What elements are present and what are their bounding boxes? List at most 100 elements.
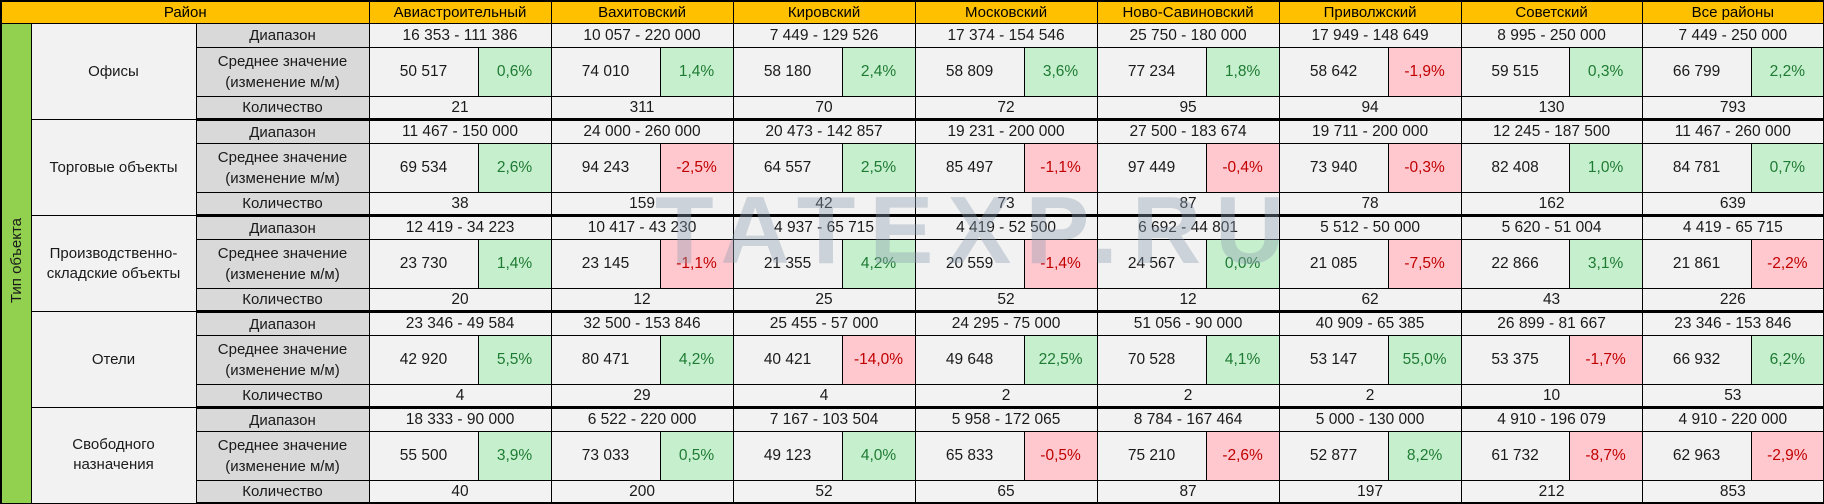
count-cell: 62 — [1278, 288, 1462, 313]
range-cell: 17 949 - 148 649 — [1278, 23, 1462, 48]
header-row: Район Авиастроительный Вахитовский Киров… — [0, 0, 1824, 24]
change-percent-cell: -2,6% — [1205, 431, 1280, 481]
average-value-cell: 84 781 — [1641, 143, 1752, 193]
average-value-cell: 42 920 — [368, 335, 479, 385]
change-percent-cell: -1,1% — [1023, 143, 1098, 193]
average-value-cell: 53 147 — [1278, 335, 1389, 385]
column-header-district-sovetsky: Советский — [1460, 0, 1643, 24]
average-value-cell: 21 861 — [1641, 239, 1752, 289]
row-label-average-line2: (изменение м/м) — [225, 266, 340, 283]
count-cell: 2 — [1096, 384, 1280, 409]
count-cell: 793 — [1641, 96, 1824, 121]
average-value-cell: 62 963 — [1641, 431, 1752, 481]
count-row: Количество 38 159 42 73 87 78 162 639 — [1, 192, 1824, 217]
average-value-cell: 82 408 — [1460, 143, 1570, 193]
row-label-average-line1: Среднее значение — [217, 245, 348, 262]
range-cell: 10 417 - 43 230 — [550, 215, 734, 240]
change-percent-cell: 0,6% — [477, 47, 552, 97]
range-cell: 51 056 - 90 000 — [1096, 311, 1280, 336]
change-percent-cell: -1,1% — [659, 239, 734, 289]
range-cell: 4 910 - 220 000 — [1641, 407, 1824, 432]
object-type-name-cell: Производственно-складские объекты — [30, 215, 197, 312]
count-cell: 12 — [550, 288, 734, 313]
count-cell: 130 — [1460, 96, 1643, 121]
average-value-cell: 49 123 — [732, 431, 843, 481]
row-label-count: Количество — [195, 96, 370, 121]
range-row: Торговые объекты Диапазон 11 467 - 150 000… — [1, 119, 1824, 216]
average-value-cell: 53 375 — [1460, 335, 1570, 385]
average-value-cell: 66 799 — [1641, 47, 1752, 97]
row-label-count: Количество — [195, 480, 370, 504]
count-cell: 73 — [914, 192, 1098, 217]
average-value-cell: 80 471 — [550, 335, 661, 385]
row-label-range: Диапазон — [195, 311, 370, 336]
average-value-cell: 59 515 — [1460, 47, 1570, 97]
column-header-district-privolzhsky: Приволжский — [1278, 0, 1462, 24]
average-value-cell: 66 932 — [1641, 335, 1752, 385]
object-type-name-cell: Свободного назначения — [30, 407, 197, 504]
count-cell: 40 — [368, 480, 552, 504]
range-cell: 40 909 - 65 385 — [1278, 311, 1462, 336]
column-header-district-novo-savinovsky: Ново-Савиновский — [1096, 0, 1280, 24]
change-percent-cell: -2,9% — [1750, 431, 1824, 481]
change-percent-cell: -1,4% — [1023, 239, 1098, 289]
average-row: Среднее значение (изменение м/м) 50 517 0,6… — [1, 47, 1824, 97]
row-label-average-line1: Среднее значение — [217, 341, 348, 358]
change-percent-cell: -0,4% — [1205, 143, 1280, 193]
count-cell: 2 — [1278, 384, 1462, 409]
range-row: Отели Диапазон 23 346 - 49 584 32 500 - 153… — [1, 311, 1824, 408]
count-cell: 4 — [732, 384, 916, 409]
average-value-cell: 23 145 — [550, 239, 661, 289]
count-cell: 226 — [1641, 288, 1824, 313]
average-value-cell: 24 567 — [1096, 239, 1207, 289]
object-type-name-cell: Торговые объекты — [30, 119, 197, 216]
count-row: Количество 20 12 25 52 12 62 43 226 — [1, 288, 1824, 313]
row-label-count: Количество — [195, 384, 370, 409]
count-cell: 78 — [1278, 192, 1462, 217]
range-cell: 6 522 - 220 000 — [550, 407, 734, 432]
average-value-cell: 69 534 — [368, 143, 479, 193]
count-cell: 43 — [1460, 288, 1643, 313]
column-header-district-moskovsky: Московский — [914, 0, 1098, 24]
row-label-range: Диапазон — [195, 215, 370, 240]
count-cell: 52 — [914, 288, 1098, 313]
object-type-axis-label: Тип объекта — [0, 23, 32, 504]
change-percent-cell: 2,5% — [841, 143, 916, 193]
row-label-count: Количество — [195, 288, 370, 313]
average-value-cell: 94 243 — [550, 143, 661, 193]
range-cell: 25 750 - 180 000 — [1096, 23, 1280, 48]
range-cell: 16 353 - 111 386 — [368, 23, 552, 48]
change-percent-cell: 0,7% — [1750, 143, 1824, 193]
count-cell: 52 — [732, 480, 916, 504]
count-cell: 200 — [550, 480, 734, 504]
change-percent-cell: -1,9% — [1387, 47, 1462, 97]
range-cell: 26 899 - 81 667 — [1460, 311, 1643, 336]
average-value-cell: 50 517 — [368, 47, 479, 97]
change-percent-cell: -2,5% — [659, 143, 734, 193]
count-cell: 12 — [1096, 288, 1280, 313]
column-header-district-aviastroitelny: Авиастроительный — [368, 0, 552, 24]
row-label-average-line2: (изменение м/м) — [225, 74, 340, 91]
row-label-range: Диапазон — [195, 23, 370, 48]
range-cell: 23 346 - 49 584 — [368, 311, 552, 336]
range-cell: 27 500 - 183 674 — [1096, 119, 1280, 144]
row-label-average: Среднее значение (изменение м/м) — [195, 335, 370, 385]
range-cell: 12 419 - 34 223 — [368, 215, 552, 240]
count-cell: 25 — [732, 288, 916, 313]
range-cell: 25 455 - 57 000 — [732, 311, 916, 336]
change-percent-cell: 2,2% — [1750, 47, 1824, 97]
count-cell: 212 — [1460, 480, 1643, 504]
average-value-cell: 52 877 — [1278, 431, 1389, 481]
count-cell: 311 — [550, 96, 734, 121]
change-percent-cell: 2,4% — [841, 47, 916, 97]
range-cell: 12 245 - 187 500 — [1460, 119, 1643, 144]
change-percent-cell: -2,2% — [1750, 239, 1824, 289]
average-value-cell: 58 809 — [914, 47, 1025, 97]
range-cell: 4 937 - 65 715 — [732, 215, 916, 240]
count-cell: 70 — [732, 96, 916, 121]
count-cell: 72 — [914, 96, 1098, 121]
row-label-count: Количество — [195, 192, 370, 217]
object-type-axis-text: Тип объекта — [7, 218, 25, 304]
